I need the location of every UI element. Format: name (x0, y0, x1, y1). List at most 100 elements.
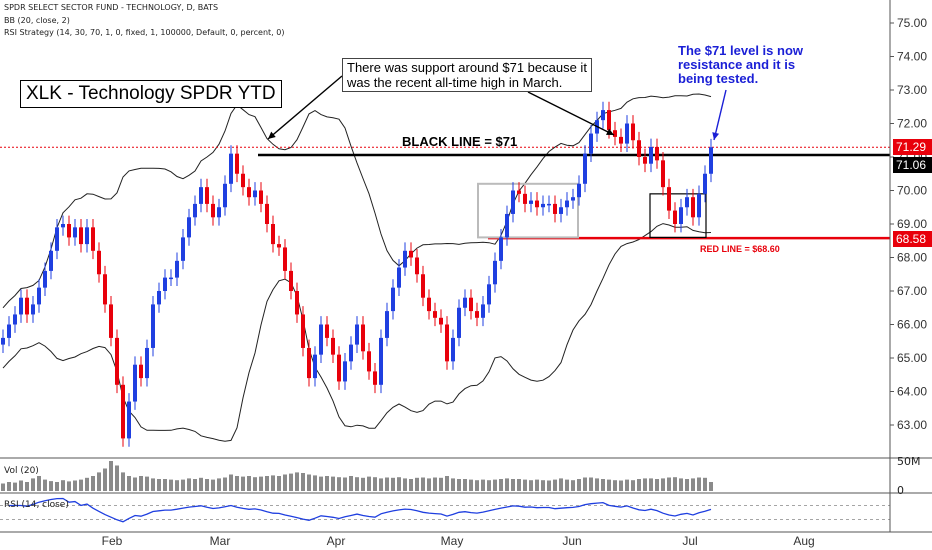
candle-body (493, 260, 497, 285)
candle-body (289, 270, 293, 291)
candle-body (583, 153, 587, 184)
volume-bar (37, 476, 41, 491)
arrow-to-resistance-test-head (712, 132, 720, 140)
candle-body (277, 244, 281, 248)
volume-bar (145, 476, 149, 491)
candle-body (91, 227, 95, 251)
y-tick-label: 67.00 (897, 284, 927, 298)
candle-body (337, 354, 341, 382)
volume-bar (385, 477, 389, 491)
candle-body (181, 237, 185, 261)
volume-bar (505, 478, 509, 491)
candle-body (307, 347, 311, 379)
y-tick-label: 70.00 (897, 184, 927, 198)
candle-body (169, 277, 173, 280)
volume-bar (43, 479, 47, 491)
red-line-label: RED LINE = $68.60 (700, 244, 780, 254)
candle-body (163, 277, 167, 291)
candle-body (661, 160, 665, 188)
volume-bar (157, 479, 161, 491)
volume-bar (19, 480, 23, 491)
candle-body (109, 304, 113, 338)
candle-body (457, 307, 461, 338)
candle-body (25, 297, 29, 315)
candle-body (67, 224, 71, 238)
bb-info: BB (20, close, 2) (4, 16, 70, 25)
volume-bar (55, 482, 59, 491)
volume-bar (517, 479, 521, 491)
y-tick-label: 68.00 (897, 251, 927, 265)
x-tick-label: Aug (793, 534, 814, 548)
volume-bar (337, 477, 341, 491)
volume-bar (325, 476, 329, 491)
candle-body (679, 207, 683, 224)
candle-body (643, 157, 647, 164)
candle-body (517, 190, 521, 194)
volume-bar (571, 480, 575, 491)
volume-bar (379, 478, 383, 491)
volume-bar (103, 468, 107, 491)
volume-bar (139, 476, 143, 491)
volume-bar (295, 472, 299, 491)
volume-bar (61, 480, 65, 491)
candle-body (13, 314, 17, 325)
candle-body (607, 110, 611, 131)
candle-body (283, 247, 287, 271)
volume-bar (187, 478, 191, 491)
volume-bar (433, 477, 437, 491)
candle-body (619, 136, 623, 144)
y-tick-label: 75.00 (897, 16, 927, 30)
volume-bar (415, 477, 419, 491)
candle-body (523, 193, 527, 204)
candle-body (475, 311, 479, 318)
volume-bar (163, 479, 167, 491)
candle-body (103, 274, 107, 305)
volume-bar (457, 479, 461, 491)
candle-body (385, 311, 389, 338)
volume-bar (121, 472, 125, 491)
candle-body (1, 337, 5, 345)
volume-bar (673, 477, 677, 491)
volume-bar (1, 483, 5, 491)
candle-body (73, 227, 77, 238)
arrow-to-june-support (527, 91, 615, 136)
arrow-to-june-support-head (606, 128, 614, 135)
y-tick-label: 73.00 (897, 83, 927, 97)
candle-body (451, 337, 455, 362)
candle-body (499, 237, 503, 261)
volume-bar (109, 461, 113, 491)
candle-body (139, 364, 143, 379)
volume-tick-zero: 0 (897, 484, 904, 497)
candle-body (505, 213, 509, 238)
volume-bar (487, 480, 491, 491)
candle-body (295, 291, 299, 315)
candle-body (211, 203, 215, 218)
volume-bar (529, 480, 533, 491)
candle-body (613, 130, 617, 137)
candle-body (601, 110, 605, 121)
volume-bar (559, 478, 563, 491)
candle-body (127, 401, 131, 439)
candle-body (313, 354, 317, 379)
volume-bar (403, 478, 407, 491)
volume-bar (493, 479, 497, 491)
candle-body (685, 197, 689, 208)
volume-bar (589, 477, 593, 491)
candle-body (265, 203, 269, 224)
candle-body (409, 250, 413, 258)
candle-body (445, 324, 449, 362)
volume-tick-top: 50M (897, 455, 921, 468)
candle-body (421, 274, 425, 298)
y-tick-label: 66.00 (897, 318, 927, 332)
candle-body (85, 227, 89, 245)
y-tick-label: 74.00 (897, 50, 927, 64)
volume-bar (685, 479, 689, 491)
resistance-note-line-3: being tested. (678, 71, 759, 86)
candle-body (463, 297, 467, 308)
candle-body (355, 324, 359, 345)
candle-body (565, 200, 569, 208)
volume-bar (427, 478, 431, 491)
volume-bar (565, 479, 569, 491)
volume-bar (229, 474, 233, 491)
volume-bar (439, 477, 443, 491)
